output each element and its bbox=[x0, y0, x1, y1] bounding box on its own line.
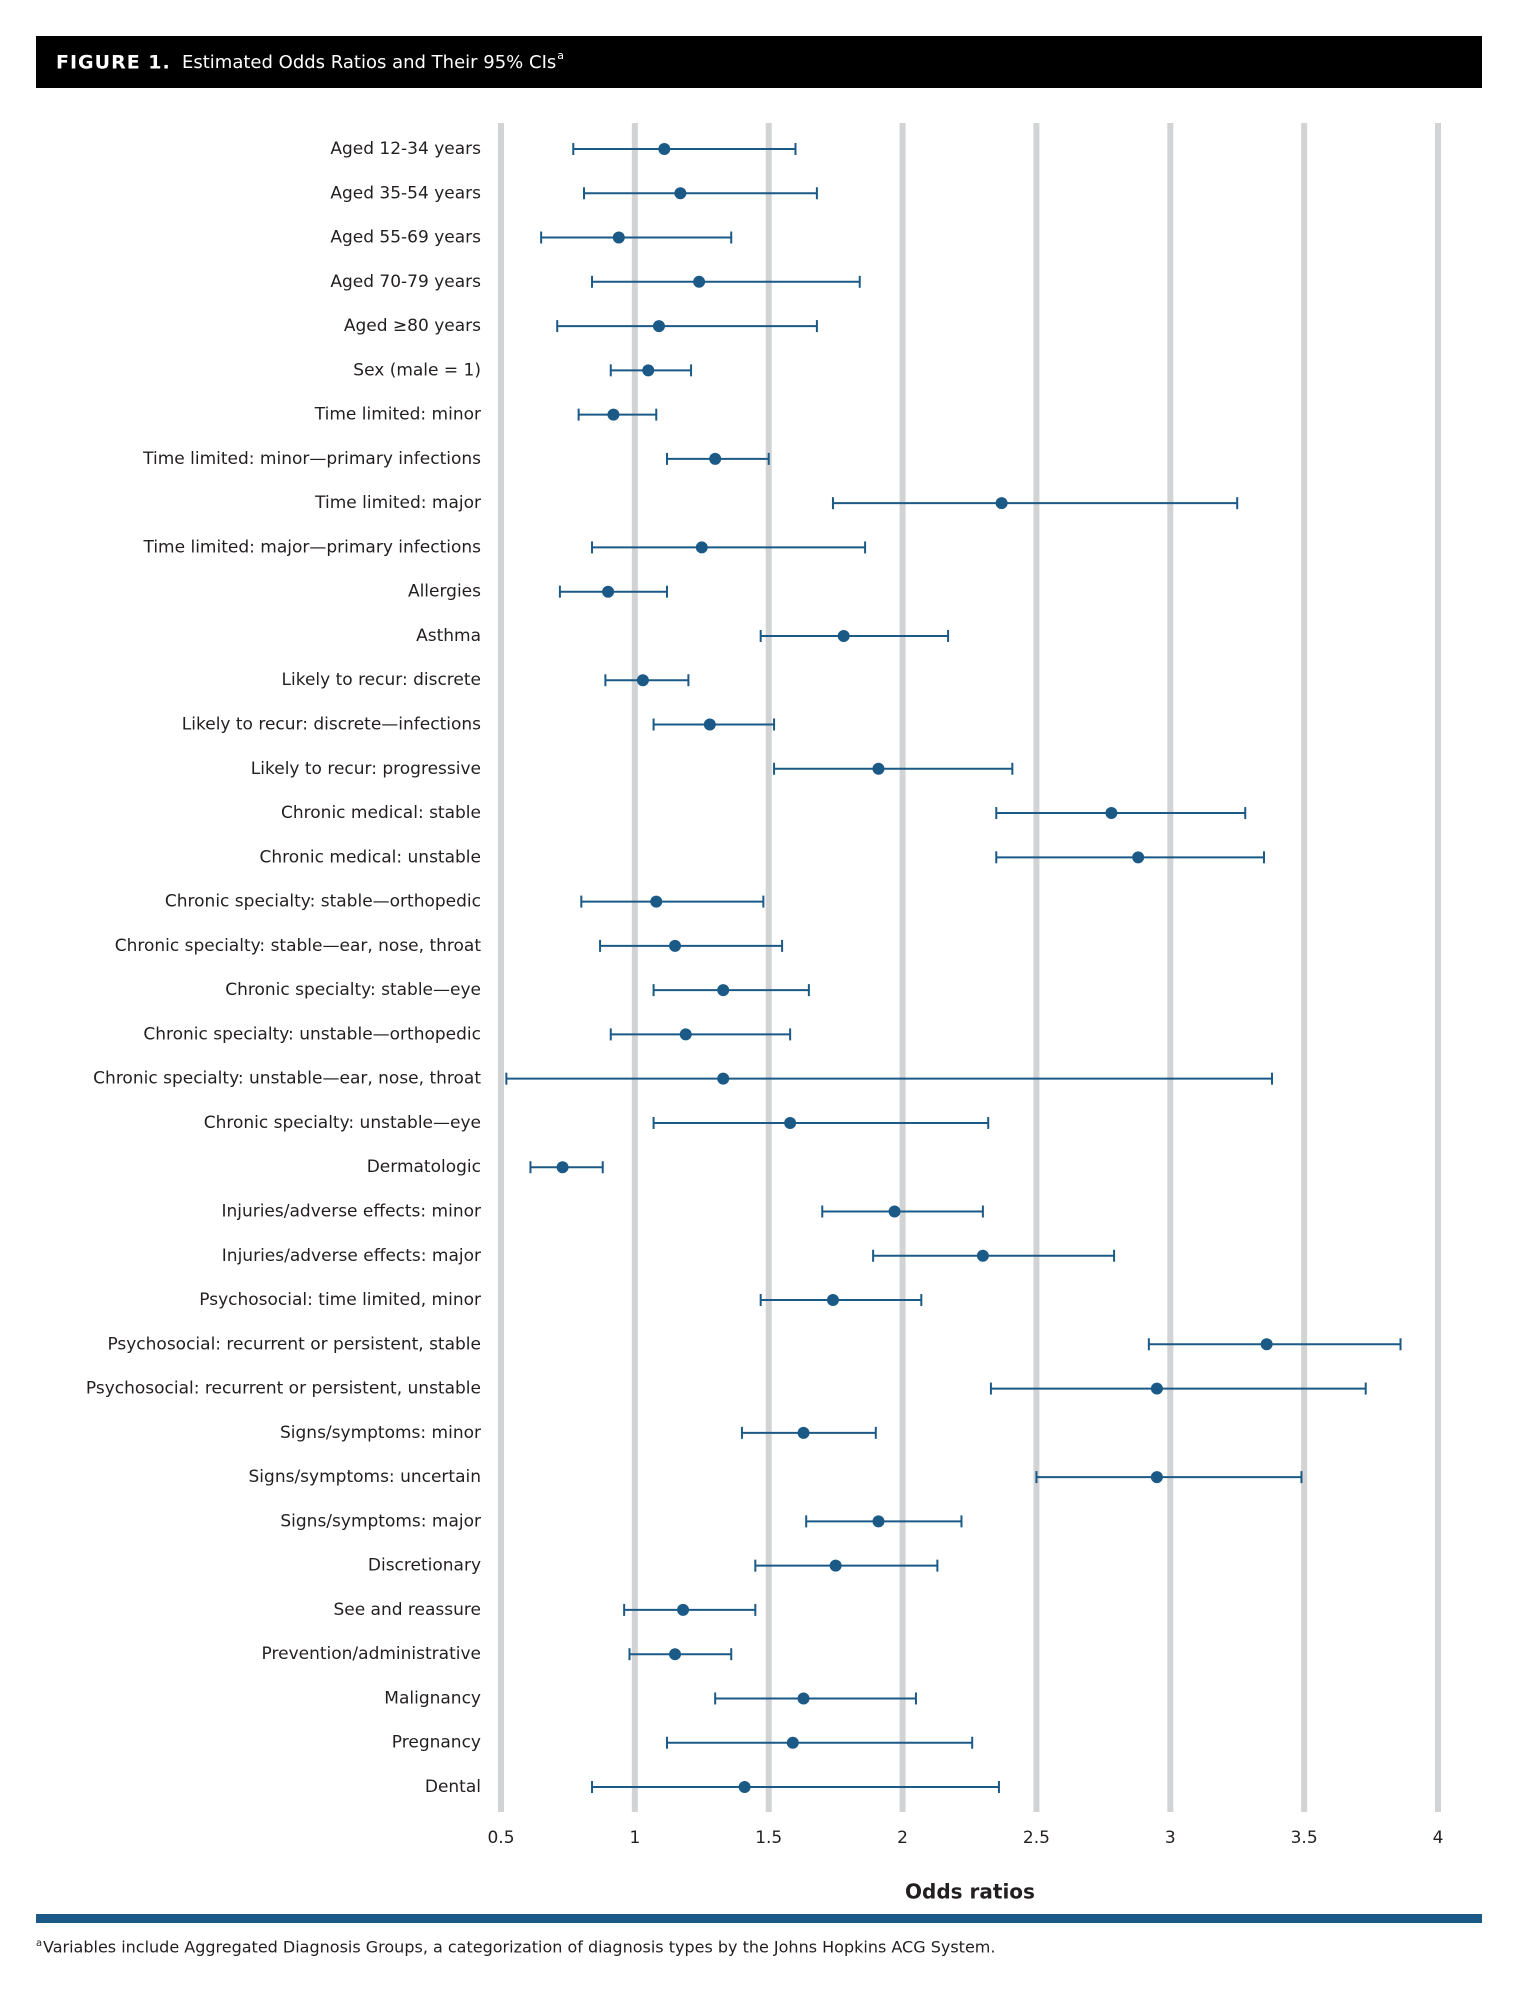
point-estimate bbox=[1105, 807, 1118, 820]
y-tick-label: Injuries/adverse effects: major bbox=[222, 1246, 481, 1266]
y-tick-label: Psychosocial: recurrent or persistent, s… bbox=[107, 1334, 481, 1354]
x-tick-label: 4 bbox=[1433, 1828, 1444, 1848]
point-estimate bbox=[1150, 1471, 1163, 1484]
x-tick-label: 2 bbox=[897, 1828, 908, 1848]
y-tick-label: Chronic specialty: unstable—orthopedic bbox=[143, 1024, 481, 1044]
point-estimate bbox=[829, 1559, 842, 1572]
y-tick-label: Allergies bbox=[408, 582, 481, 602]
point-estimate bbox=[1132, 851, 1145, 864]
x-tick-label: 3 bbox=[1165, 1828, 1176, 1848]
y-tick-label: Chronic specialty: unstable—ear, nose, t… bbox=[93, 1069, 481, 1089]
y-tick-label: Dermatologic bbox=[367, 1157, 481, 1177]
point-estimate bbox=[669, 1648, 682, 1661]
y-tick-label: Aged 35-54 years bbox=[330, 183, 481, 203]
y-tick-label: Signs/symptoms: uncertain bbox=[249, 1467, 481, 1487]
y-tick-label: Time limited: major bbox=[314, 493, 481, 513]
y-tick-label: Aged 70-79 years bbox=[330, 272, 481, 292]
point-estimate bbox=[669, 939, 682, 952]
y-tick-label: Chronic specialty: stable—orthopedic bbox=[165, 892, 481, 912]
x-tick-label: 3.5 bbox=[1291, 1828, 1318, 1848]
point-estimate bbox=[709, 452, 722, 465]
point-estimate bbox=[995, 497, 1008, 510]
y-tick-label: Signs/symptoms: major bbox=[280, 1511, 481, 1531]
point-estimate bbox=[703, 718, 716, 731]
point-estimate bbox=[650, 895, 663, 908]
point-estimate bbox=[738, 1781, 751, 1793]
y-tick-label: Chronic medical: stable bbox=[281, 803, 481, 823]
y-tick-label: Time limited: minor—primary infections bbox=[142, 449, 481, 469]
point-estimate bbox=[888, 1205, 901, 1218]
y-tick-label: Aged 12-34 years bbox=[330, 139, 481, 159]
point-estimate bbox=[786, 1736, 799, 1749]
point-estimate bbox=[612, 231, 625, 244]
y-tick-label: Chronic medical: unstable bbox=[259, 847, 481, 867]
footnote-marker: a bbox=[36, 1938, 42, 1949]
point-estimate bbox=[717, 984, 730, 997]
point-estimate bbox=[693, 275, 706, 288]
footnote: Variables include Aggregated Diagnosis G… bbox=[43, 1938, 995, 1957]
point-estimate bbox=[1150, 1382, 1163, 1395]
chart-title: Estimated Odds Ratios and Their 95% CIs bbox=[182, 52, 556, 73]
x-tick-label: 0.5 bbox=[487, 1828, 514, 1848]
point-estimate bbox=[872, 762, 885, 775]
y-tick-label: Chronic specialty: stable—eye bbox=[225, 980, 481, 1000]
y-tick-label: Aged ≥80 years bbox=[344, 316, 481, 336]
point-estimate bbox=[695, 541, 708, 554]
point-estimate bbox=[717, 1072, 730, 1085]
y-tick-label: Sex (male = 1) bbox=[353, 360, 481, 380]
y-tick-label: Signs/symptoms: minor bbox=[280, 1423, 481, 1443]
point-estimate bbox=[976, 1249, 989, 1262]
y-tick-label: Discretionary bbox=[368, 1556, 481, 1576]
y-tick-label: Psychosocial: recurrent or persistent, u… bbox=[86, 1379, 481, 1399]
y-tick-label: Aged 55-69 years bbox=[330, 228, 481, 248]
point-estimate bbox=[652, 320, 665, 333]
y-tick-label: Asthma bbox=[416, 626, 481, 646]
point-estimate bbox=[784, 1116, 797, 1129]
y-tick-label: Time limited: minor bbox=[314, 405, 481, 425]
y-tick-label: Likely to recur: discrete—infections bbox=[182, 715, 481, 735]
point-estimate bbox=[677, 1603, 690, 1616]
point-estimate bbox=[658, 143, 671, 155]
y-tick-label: Likely to recur: discrete bbox=[282, 670, 481, 690]
x-tick-label: 1 bbox=[629, 1828, 640, 1848]
y-tick-label: Dental bbox=[425, 1777, 481, 1797]
axis-title: Odds ratios bbox=[905, 1880, 1035, 1904]
point-estimate bbox=[797, 1426, 810, 1439]
y-tick-label: Malignancy bbox=[384, 1688, 481, 1708]
header-bar bbox=[36, 36, 1482, 88]
point-estimate bbox=[636, 674, 649, 687]
point-estimate bbox=[556, 1161, 569, 1174]
y-tick-label: Likely to recur: progressive bbox=[251, 759, 481, 779]
point-estimate bbox=[1260, 1338, 1273, 1351]
y-tick-label: Pregnancy bbox=[392, 1733, 481, 1753]
point-estimate bbox=[674, 187, 687, 200]
point-estimate bbox=[837, 629, 850, 642]
point-estimate bbox=[642, 364, 655, 377]
y-tick-label: Prevention/administrative bbox=[262, 1644, 481, 1664]
y-tick-label: Psychosocial: time limited, minor bbox=[199, 1290, 481, 1310]
y-tick-label: Injuries/adverse effects: minor bbox=[221, 1201, 481, 1221]
point-estimate bbox=[872, 1515, 885, 1528]
y-tick-label: Time limited: major—primary infections bbox=[142, 537, 481, 557]
figure-label: FIGURE 1. bbox=[56, 52, 171, 74]
point-estimate bbox=[607, 408, 620, 421]
point-estimate bbox=[826, 1294, 839, 1307]
point-estimate bbox=[679, 1028, 692, 1041]
x-tick-label: 2.5 bbox=[1023, 1828, 1050, 1848]
x-tick-label: 1.5 bbox=[755, 1828, 782, 1848]
point-estimate bbox=[602, 585, 615, 598]
point-estimate bbox=[797, 1692, 810, 1705]
footer-rule bbox=[36, 1914, 1482, 1923]
title-superscript: a bbox=[557, 49, 564, 62]
y-tick-label: See and reassure bbox=[333, 1600, 481, 1620]
y-tick-label: Chronic specialty: stable—ear, nose, thr… bbox=[115, 936, 482, 956]
y-tick-label: Chronic specialty: unstable—eye bbox=[204, 1113, 481, 1133]
